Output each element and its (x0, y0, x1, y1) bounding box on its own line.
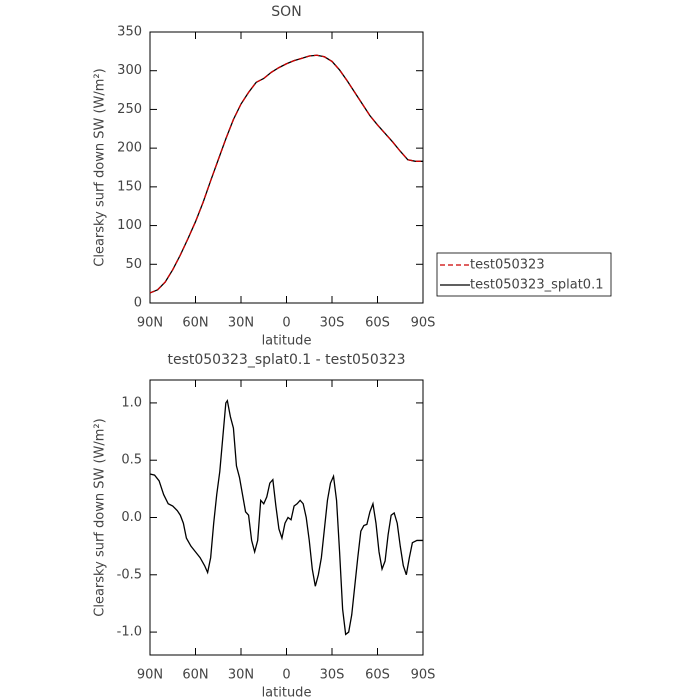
data-line (149, 54, 423, 294)
x-tick-label: 0 (282, 668, 290, 683)
y-tick-label: 0.0 (121, 510, 142, 525)
x-tick-label: 30S (320, 316, 345, 331)
y-tick-label: 100 (117, 218, 142, 233)
x-tick-label: 60S (365, 668, 390, 683)
x-tick-label: 90N (137, 668, 163, 683)
y-tick-label: 0.5 (121, 453, 142, 468)
chart-title: test050323_splat0.1 - test050323 (167, 352, 405, 368)
legend-box (436, 252, 612, 297)
x-tick-label: 90N (137, 316, 163, 331)
x-axis-label: latitude (262, 334, 312, 349)
x-tick-label: 60N (182, 316, 208, 331)
legend-label: test050323 (470, 258, 545, 273)
y-tick-label: 250 (117, 102, 142, 117)
x-tick-label: 90S (411, 668, 436, 683)
y-tick-label: 200 (117, 141, 142, 156)
y-axis-label: Clearsky surf down SW (W/m²) (93, 68, 108, 266)
x-tick-label: 0 (282, 316, 290, 331)
plot-frame (149, 31, 424, 304)
y-tick-label: 350 (117, 25, 142, 40)
x-tick-label: 90S (411, 316, 436, 331)
x-tick-label: 30N (228, 668, 254, 683)
plot-frame (149, 379, 424, 656)
data-line (149, 54, 423, 294)
data-line (149, 398, 423, 636)
y-tick-label: 1.0 (121, 395, 142, 410)
y-axis-label: Clearsky surf down SW (W/m²) (93, 418, 108, 616)
x-axis-label: latitude (262, 686, 312, 700)
chart-title: SON (271, 4, 301, 20)
x-tick-label: 30S (320, 668, 345, 683)
y-tick-label: 0 (134, 296, 142, 311)
x-tick-label: 60S (365, 316, 390, 331)
y-tick-label: 300 (117, 63, 142, 78)
y-tick-label: 50 (125, 257, 142, 272)
x-tick-label: 60N (182, 668, 208, 683)
legend-label: test050323_splat0.1 (470, 278, 603, 293)
y-tick-label: -0.5 (117, 567, 142, 582)
y-tick-label: -1.0 (117, 625, 142, 640)
x-tick-label: 30N (228, 316, 254, 331)
y-tick-label: 150 (117, 179, 142, 194)
